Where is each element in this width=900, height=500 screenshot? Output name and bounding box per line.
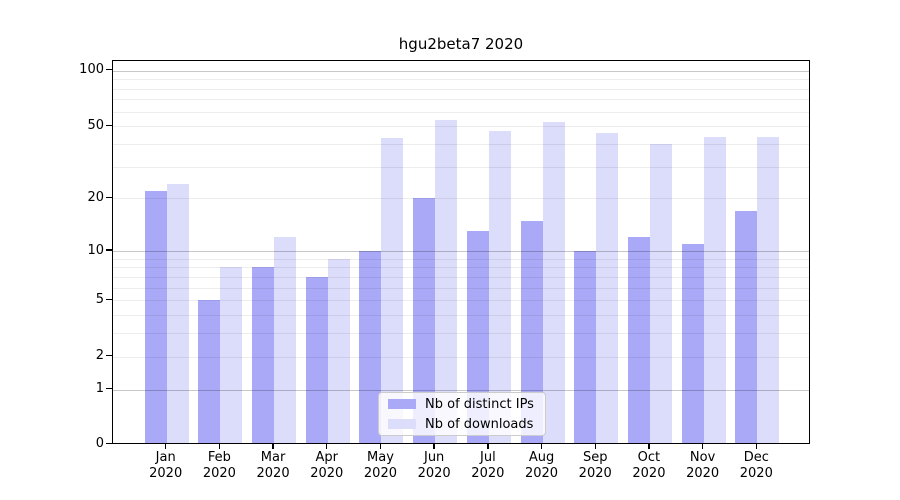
y-tick-label: 20	[87, 189, 104, 205]
legend-label-downloads: Nb of downloads	[425, 416, 534, 432]
legend-label-distinct-ips: Nb of distinct IPs	[425, 396, 534, 412]
x-tick-mark	[594, 444, 596, 449]
bar-downloads	[757, 136, 780, 444]
chart-title: hgu2beta7 2020	[398, 35, 524, 53]
x-tick-label-year: 2020	[632, 466, 666, 481]
bar-distinct-ips	[681, 243, 704, 444]
x-tick-label-year: 2020	[578, 466, 612, 481]
x-tick-label-year: 2020	[417, 466, 451, 481]
bar-distinct-ips	[627, 237, 650, 444]
x-tick-label-month: Feb	[207, 450, 231, 465]
x-tick-mark	[540, 444, 543, 449]
x-tick-label-month: Nov	[689, 450, 716, 465]
bar-downloads	[166, 184, 189, 444]
x-tick-label-month: Apr	[315, 450, 339, 465]
bar-distinct-ips	[520, 220, 543, 444]
y-tick-mark	[106, 354, 112, 357]
x-tick-mark	[487, 444, 489, 449]
bar-downloads	[542, 121, 565, 444]
y-tick-mark	[106, 298, 112, 301]
y-tick-label: 100	[79, 62, 104, 78]
bar-downloads	[435, 120, 458, 444]
x-tick-label-year: 2020	[686, 466, 720, 481]
x-tick-label-year: 2020	[149, 466, 183, 481]
bar-downloads	[274, 237, 297, 444]
legend-swatch-distinct-ips	[388, 399, 416, 409]
y-tick-label: 2	[95, 348, 104, 364]
y-tick-label: 10	[87, 242, 104, 258]
x-tick-label-year: 2020	[256, 466, 290, 481]
bar-distinct-ips	[466, 231, 489, 444]
x-tick-label-month: Sep	[582, 450, 608, 465]
bar-distinct-ips	[198, 300, 221, 444]
x-tick-label-month: Jun	[423, 450, 445, 465]
legend: Nb of distinct IPs Nb of downloads	[378, 392, 546, 436]
bar-distinct-ips	[735, 211, 758, 444]
y-tick-mark	[106, 387, 112, 390]
bar-distinct-ips	[359, 251, 382, 444]
x-tick-label-year: 2020	[471, 466, 505, 481]
x-tick-label-year: 2020	[524, 466, 559, 481]
x-tick-mark	[218, 444, 221, 449]
y-tick-label: 1	[95, 381, 104, 397]
y-tick-label: 5	[95, 291, 104, 307]
x-tick-mark	[379, 444, 382, 449]
y-tick-mark	[106, 69, 112, 71]
legend-row-downloads: Nb of downloads	[379, 416, 545, 433]
bar-downloads	[703, 136, 726, 444]
x-tick-label-year: 2020	[202, 466, 236, 481]
bar-downloads	[381, 138, 404, 444]
y-tick-label: 50	[87, 117, 104, 133]
bar-downloads	[327, 258, 350, 444]
bar-distinct-ips	[305, 276, 328, 444]
y-tick-mark	[106, 442, 112, 445]
bar-distinct-ips	[252, 267, 275, 444]
x-tick-label-month: Jul	[480, 450, 496, 465]
bar-distinct-ips	[574, 251, 597, 444]
bar-downloads	[649, 144, 672, 444]
x-tick-label-month: Oct	[637, 450, 661, 465]
y-tick-mark	[106, 196, 112, 199]
x-tick-label-month: Aug	[528, 450, 555, 465]
x-tick-mark	[755, 444, 757, 449]
y-tick-label: 0	[95, 436, 104, 451]
x-tick-label-year: 2020	[363, 466, 397, 481]
x-tick-mark	[648, 444, 650, 449]
legend-swatch-downloads	[388, 419, 416, 429]
plot-area	[112, 60, 810, 444]
x-tick-label-month: Dec	[743, 450, 769, 465]
y-tick-mark	[106, 124, 112, 127]
x-tick-label-month: Jan	[155, 450, 176, 465]
x-tick-label-month: May	[367, 450, 394, 465]
x-tick-mark	[164, 444, 167, 449]
bar-distinct-ips	[144, 191, 167, 444]
y-tick-mark	[106, 249, 112, 251]
x-tick-mark	[701, 444, 704, 449]
x-tick-mark	[272, 444, 274, 449]
x-tick-mark	[433, 444, 435, 449]
bar-downloads	[220, 267, 243, 444]
bars-layer	[113, 61, 809, 444]
legend-row-distinct-ips: Nb of distinct IPs	[379, 396, 545, 413]
bar-downloads	[596, 132, 619, 444]
bar-downloads	[488, 131, 511, 444]
bar-distinct-ips	[413, 198, 436, 444]
x-tick-label-year: 2020	[739, 466, 773, 481]
x-tick-label-month: Mar	[260, 450, 286, 465]
x-tick-label-year: 2020	[310, 466, 344, 481]
x-tick-mark	[326, 444, 328, 449]
